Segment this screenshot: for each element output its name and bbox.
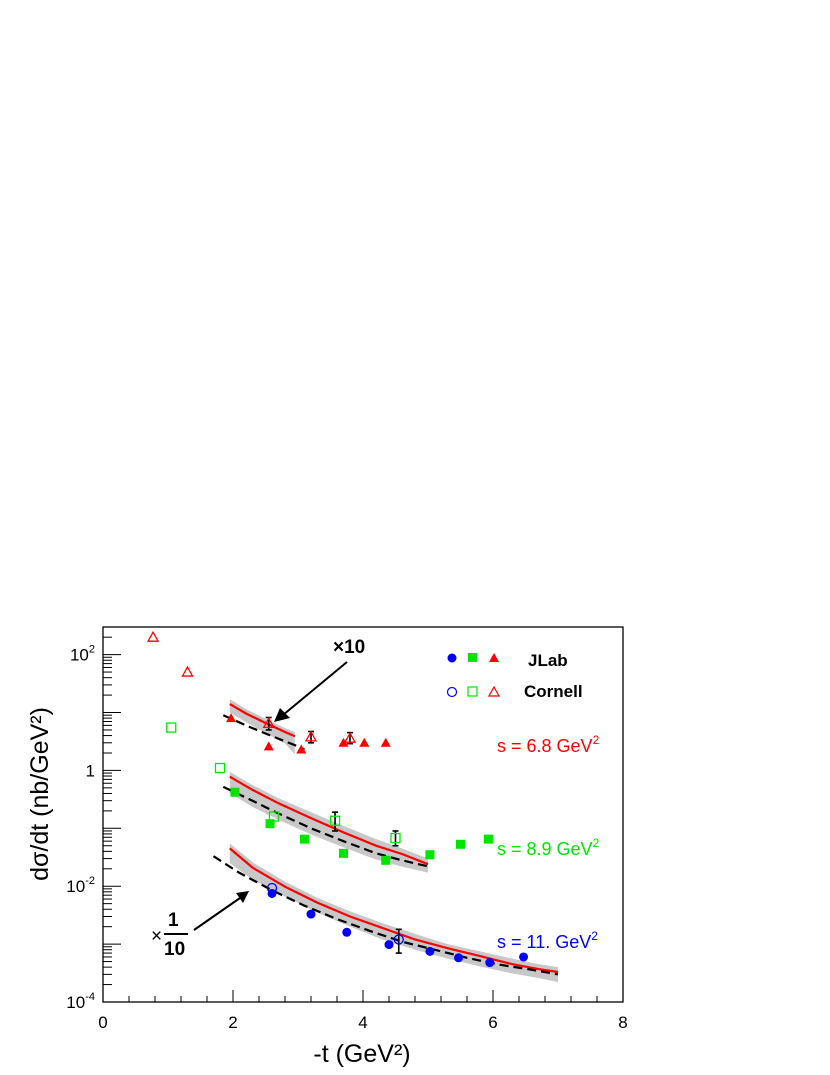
circle-open-marker [266, 882, 278, 894]
legend-cornell-label: Cornell [524, 682, 583, 701]
square-open-marker [214, 762, 226, 774]
times-ten-annotation: ×10 [333, 637, 365, 658]
x-tick-label: 2 [228, 1013, 237, 1032]
triangle-filled-marker [338, 737, 349, 747]
triangle-filled-marker [226, 713, 237, 723]
solid-curve-s11 [229, 847, 559, 974]
y-tick-exponent: 2 [89, 644, 95, 656]
label-s-6-8-text: s = 6.8 GeV [497, 736, 593, 756]
solid-curve-s89 [229, 775, 429, 866]
times-symbol: × [151, 926, 162, 947]
triangle-filled-marker [380, 737, 391, 747]
square-filled-marker [300, 834, 309, 844]
triangle-open-marker [146, 630, 160, 642]
square-open-marker [390, 832, 401, 844]
band-s68 [229, 699, 295, 755]
x-tick-label: 4 [358, 1013, 367, 1032]
legend-cornell-triangle [487, 685, 501, 697]
legend-jlab-label: JLab [528, 651, 568, 670]
x-tick-labels: 0 2 4 6 8 [98, 1013, 627, 1032]
label-s-11-text: s = 11. GeV [497, 932, 591, 952]
x-axis-label: -t (GeV²) [313, 1040, 410, 1068]
legend-jlab-circle [447, 653, 457, 663]
circle-filled-marker [267, 888, 277, 898]
fraction-arrow [193, 897, 241, 931]
square-filled-marker [230, 787, 240, 797]
label-s-11: s = 11. GeV2 [497, 929, 598, 952]
triangle-filled-marker [296, 744, 307, 754]
circle-filled-marker [485, 958, 495, 968]
legend: JLab Cornell [446, 651, 583, 701]
y-tick-exponent: -2 [85, 875, 95, 887]
y-tick-label: 10-4 [66, 991, 95, 1012]
label-s-8-9-sup: 2 [593, 836, 600, 850]
square-filled-marker [483, 834, 493, 844]
band-s11 [229, 843, 558, 983]
square-filled-marker [339, 848, 348, 858]
band-s89 [229, 771, 428, 873]
square-filled-marker [425, 850, 435, 860]
triangle-open-marker [304, 730, 318, 742]
y-tick-label: 102 [70, 644, 95, 665]
label-s-8-9: s = 8.9 GeV2 [497, 836, 600, 859]
fraction-denominator: 10 [164, 939, 185, 960]
legend-jlab-square [468, 653, 477, 662]
circle-filled-marker [425, 946, 435, 956]
label-s-6-8-sup: 2 [593, 733, 600, 747]
legend-cornell-square [467, 686, 478, 697]
y-axis-label: dσ/dt (nb/GeV²) [26, 707, 54, 881]
y-tick-base: 10 [70, 646, 89, 665]
circle-filled-marker [454, 953, 464, 963]
dashed-curve-s68 [222, 714, 305, 751]
square-filled-marker [381, 855, 391, 865]
fraction-numerator: 1 [168, 910, 179, 931]
axis-ticks [102, 626, 624, 1003]
triangle-filled-marker [359, 737, 370, 747]
circle-filled-marker [306, 909, 316, 919]
dashed-curve-s11 [212, 855, 559, 976]
circle-filled-marker [384, 940, 394, 950]
data-markers [146, 630, 529, 968]
circle-open-marker [393, 934, 404, 945]
square-open-marker [329, 815, 341, 826]
circle-filled-marker [519, 952, 529, 962]
y-tick-base: 10 [66, 877, 85, 896]
label-s-6-8: s = 6.8 GeV2 [497, 733, 600, 756]
triangle-open-marker [181, 665, 194, 677]
x-tick-label: 8 [618, 1013, 627, 1032]
fraction-arrowhead [236, 891, 249, 903]
y-tick-exponent: -4 [85, 991, 95, 1003]
dashed-curve-s89 [222, 785, 429, 868]
circle-filled-marker [342, 927, 352, 937]
y-tick-base: 10 [66, 993, 85, 1012]
triangle-open-marker [262, 717, 275, 729]
y-tick-label: 10-2 [66, 875, 95, 896]
square-filled-marker [456, 839, 465, 849]
times-ten-arrowhead [274, 708, 290, 722]
square-filled-marker [265, 819, 275, 829]
triangle-open-marker [343, 731, 357, 743]
label-s-11-sup: 2 [591, 929, 598, 943]
legend-cornell-circle [446, 686, 458, 698]
x-tick-label: 0 [98, 1013, 107, 1032]
y-tick-label: 1 [86, 761, 95, 780]
legend-jlab-triangle [489, 653, 499, 662]
triangle-filled-marker [263, 741, 274, 751]
label-s-8-9-text: s = 8.9 GeV [497, 839, 593, 859]
x-tick-label: 6 [488, 1013, 497, 1032]
square-open-marker [166, 722, 177, 733]
square-open-marker [268, 811, 280, 822]
times-ten-arrow [282, 661, 348, 716]
